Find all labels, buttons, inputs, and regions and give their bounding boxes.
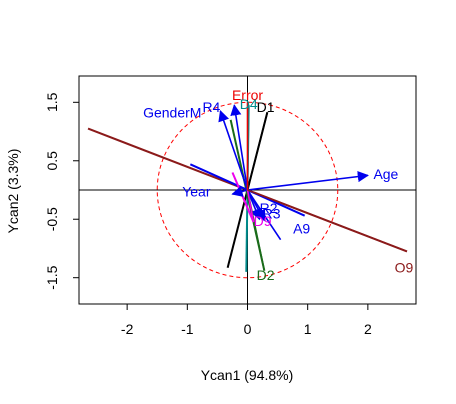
vector-label-o9: O9: [395, 260, 414, 276]
vector-label-r3: R3: [263, 205, 281, 221]
vector-label-genderm: GenderM: [143, 105, 201, 121]
x-tick-label: -2: [121, 321, 134, 337]
vector-a9: [246, 189, 282, 241]
y-tick-label: -1.5: [44, 265, 60, 289]
vector-r4: [230, 104, 249, 191]
y-tick-label: 1.5: [44, 92, 60, 112]
vector-label-r4: R4: [202, 99, 220, 115]
vector-label-d4: D4: [240, 96, 258, 112]
vector-label-year: Year: [182, 184, 211, 200]
vector-year: [231, 186, 248, 197]
vector-label-d2: D2: [257, 267, 275, 283]
vector-label-error: Error: [232, 87, 263, 103]
vector-age: [247, 171, 369, 191]
vector-label-d9: D9: [254, 213, 272, 229]
vector-genderm: [218, 110, 249, 191]
x-tick-label: 2: [364, 321, 372, 337]
y-tick-label: -0.5: [44, 207, 60, 231]
x-tick-label: -1: [181, 321, 194, 337]
vector-d9: [246, 189, 255, 223]
y-axis-title: Ycan2 (3.3%): [5, 149, 21, 234]
x-axis-title: Ycan1 (94.8%): [201, 367, 294, 383]
vector-label-a9: A9: [293, 220, 310, 236]
vector-r3: [246, 189, 261, 221]
x-tick-label: 1: [304, 321, 312, 337]
vector-label-age: Age: [373, 166, 398, 182]
structure-line: [231, 172, 255, 223]
vector-label-d1: D1: [257, 99, 275, 115]
vector-label-r2: R2: [260, 200, 278, 216]
y-tick-label: 0.5: [44, 151, 60, 171]
x-tick-label: 0: [244, 321, 252, 337]
vector-d1: [246, 112, 269, 191]
vector-o9: [247, 189, 408, 253]
